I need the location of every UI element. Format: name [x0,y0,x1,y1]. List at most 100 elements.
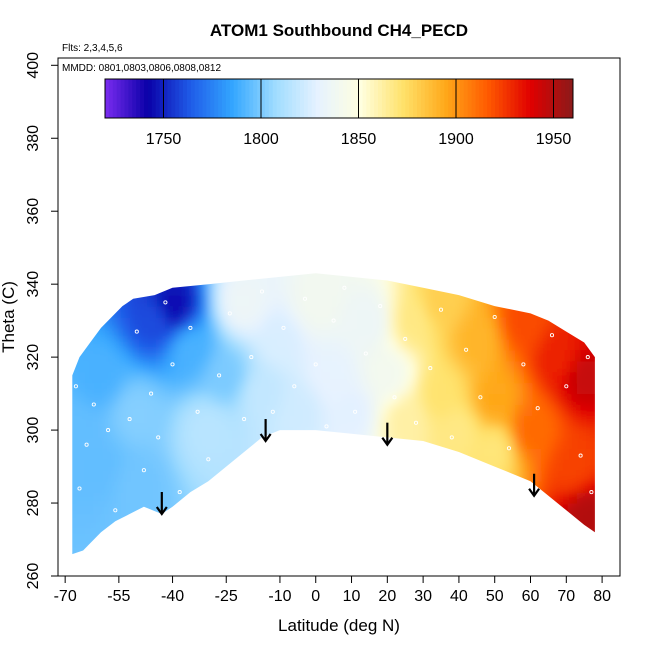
field-cell [317,524,327,537]
field-cell [460,492,471,504]
field-cell [541,393,551,406]
sample-point [589,490,594,495]
field-cell [478,448,489,460]
field-cell [174,437,184,449]
field-cell [245,284,256,296]
field-cell [201,481,211,493]
field-cell [577,371,587,384]
field-cell [398,448,408,460]
field-cell [469,459,480,471]
field-cell [317,295,327,307]
arrow-marker [381,422,394,447]
field-cell [344,524,354,537]
field-cell [254,492,265,504]
field-cell [183,295,193,307]
field-cell [469,295,480,307]
colorbar-swatch [514,79,519,118]
field-cell [308,503,319,515]
field-cell [228,327,238,340]
field-cell [317,338,327,351]
field-cell [210,295,220,307]
field-cell [75,535,86,548]
field-cell [299,295,310,307]
field-cell [58,503,68,515]
colorbar-swatch [175,79,180,118]
field-cell [380,273,390,285]
field-cell [174,338,184,351]
field-cell [442,535,453,548]
field-cell [550,338,560,351]
colorbar-swatch [112,79,118,118]
field-cell [272,535,283,548]
field-cell [586,503,595,515]
field-cell [201,317,211,329]
field-cell [335,558,345,570]
field-cell [550,371,560,384]
field-cell [559,426,569,438]
field-cell [362,306,372,318]
field-cell [353,492,363,504]
field-cell [469,327,480,340]
field-cell [568,349,578,362]
sample-point [464,347,469,352]
field-cell [398,382,408,395]
field-cell [424,382,435,395]
colorbar-swatch [331,79,336,118]
field-cell [398,524,408,537]
field-cell [272,284,283,296]
field-cell [219,273,229,274]
field-cell [183,273,193,274]
field-cell [317,415,327,427]
field-cell [93,404,104,416]
field-cell [371,295,381,307]
field-cell [111,546,122,555]
field-cell [380,360,390,373]
field-cell [120,524,131,537]
field-cell [299,306,310,318]
field-cell [371,546,381,555]
field-cell [254,295,265,307]
field-cell [290,415,301,427]
field-cell [380,415,390,427]
field-cell [237,382,247,395]
field-cell [577,503,587,515]
field-cell [362,393,372,406]
field-cell [58,394,68,406]
field-cell [156,306,166,318]
field-cell [245,306,256,318]
field-cell [487,514,498,526]
field-cell [138,481,148,493]
field-cell [228,426,238,438]
field-cell [496,371,506,384]
field-cell [138,338,148,351]
field-cell [416,338,426,351]
field-cell [84,284,95,296]
field-cell [433,404,444,416]
field-cell [594,437,595,449]
field-cell [469,470,480,482]
field-cell [371,558,381,570]
field-cell [281,546,292,555]
field-cell [594,448,595,460]
field-cell [263,503,274,515]
field-cell [514,558,524,570]
field-cell [102,284,113,296]
field-cell [147,382,157,395]
field-cell [344,448,354,460]
field-cell [120,535,131,548]
field-cell [192,327,202,340]
field-cell [156,437,166,449]
field-cell [228,382,238,395]
field-cell [451,404,462,416]
field-cell [487,338,498,351]
field-cell [75,382,86,395]
field-cell [299,448,310,460]
colorbar-swatch [385,79,391,118]
field-cell [272,514,283,526]
field-cell [460,393,471,406]
field-cell [487,393,498,406]
field-cell [254,535,265,548]
field-cell [290,273,301,274]
sample-point [535,406,540,411]
field-cell [389,393,399,406]
